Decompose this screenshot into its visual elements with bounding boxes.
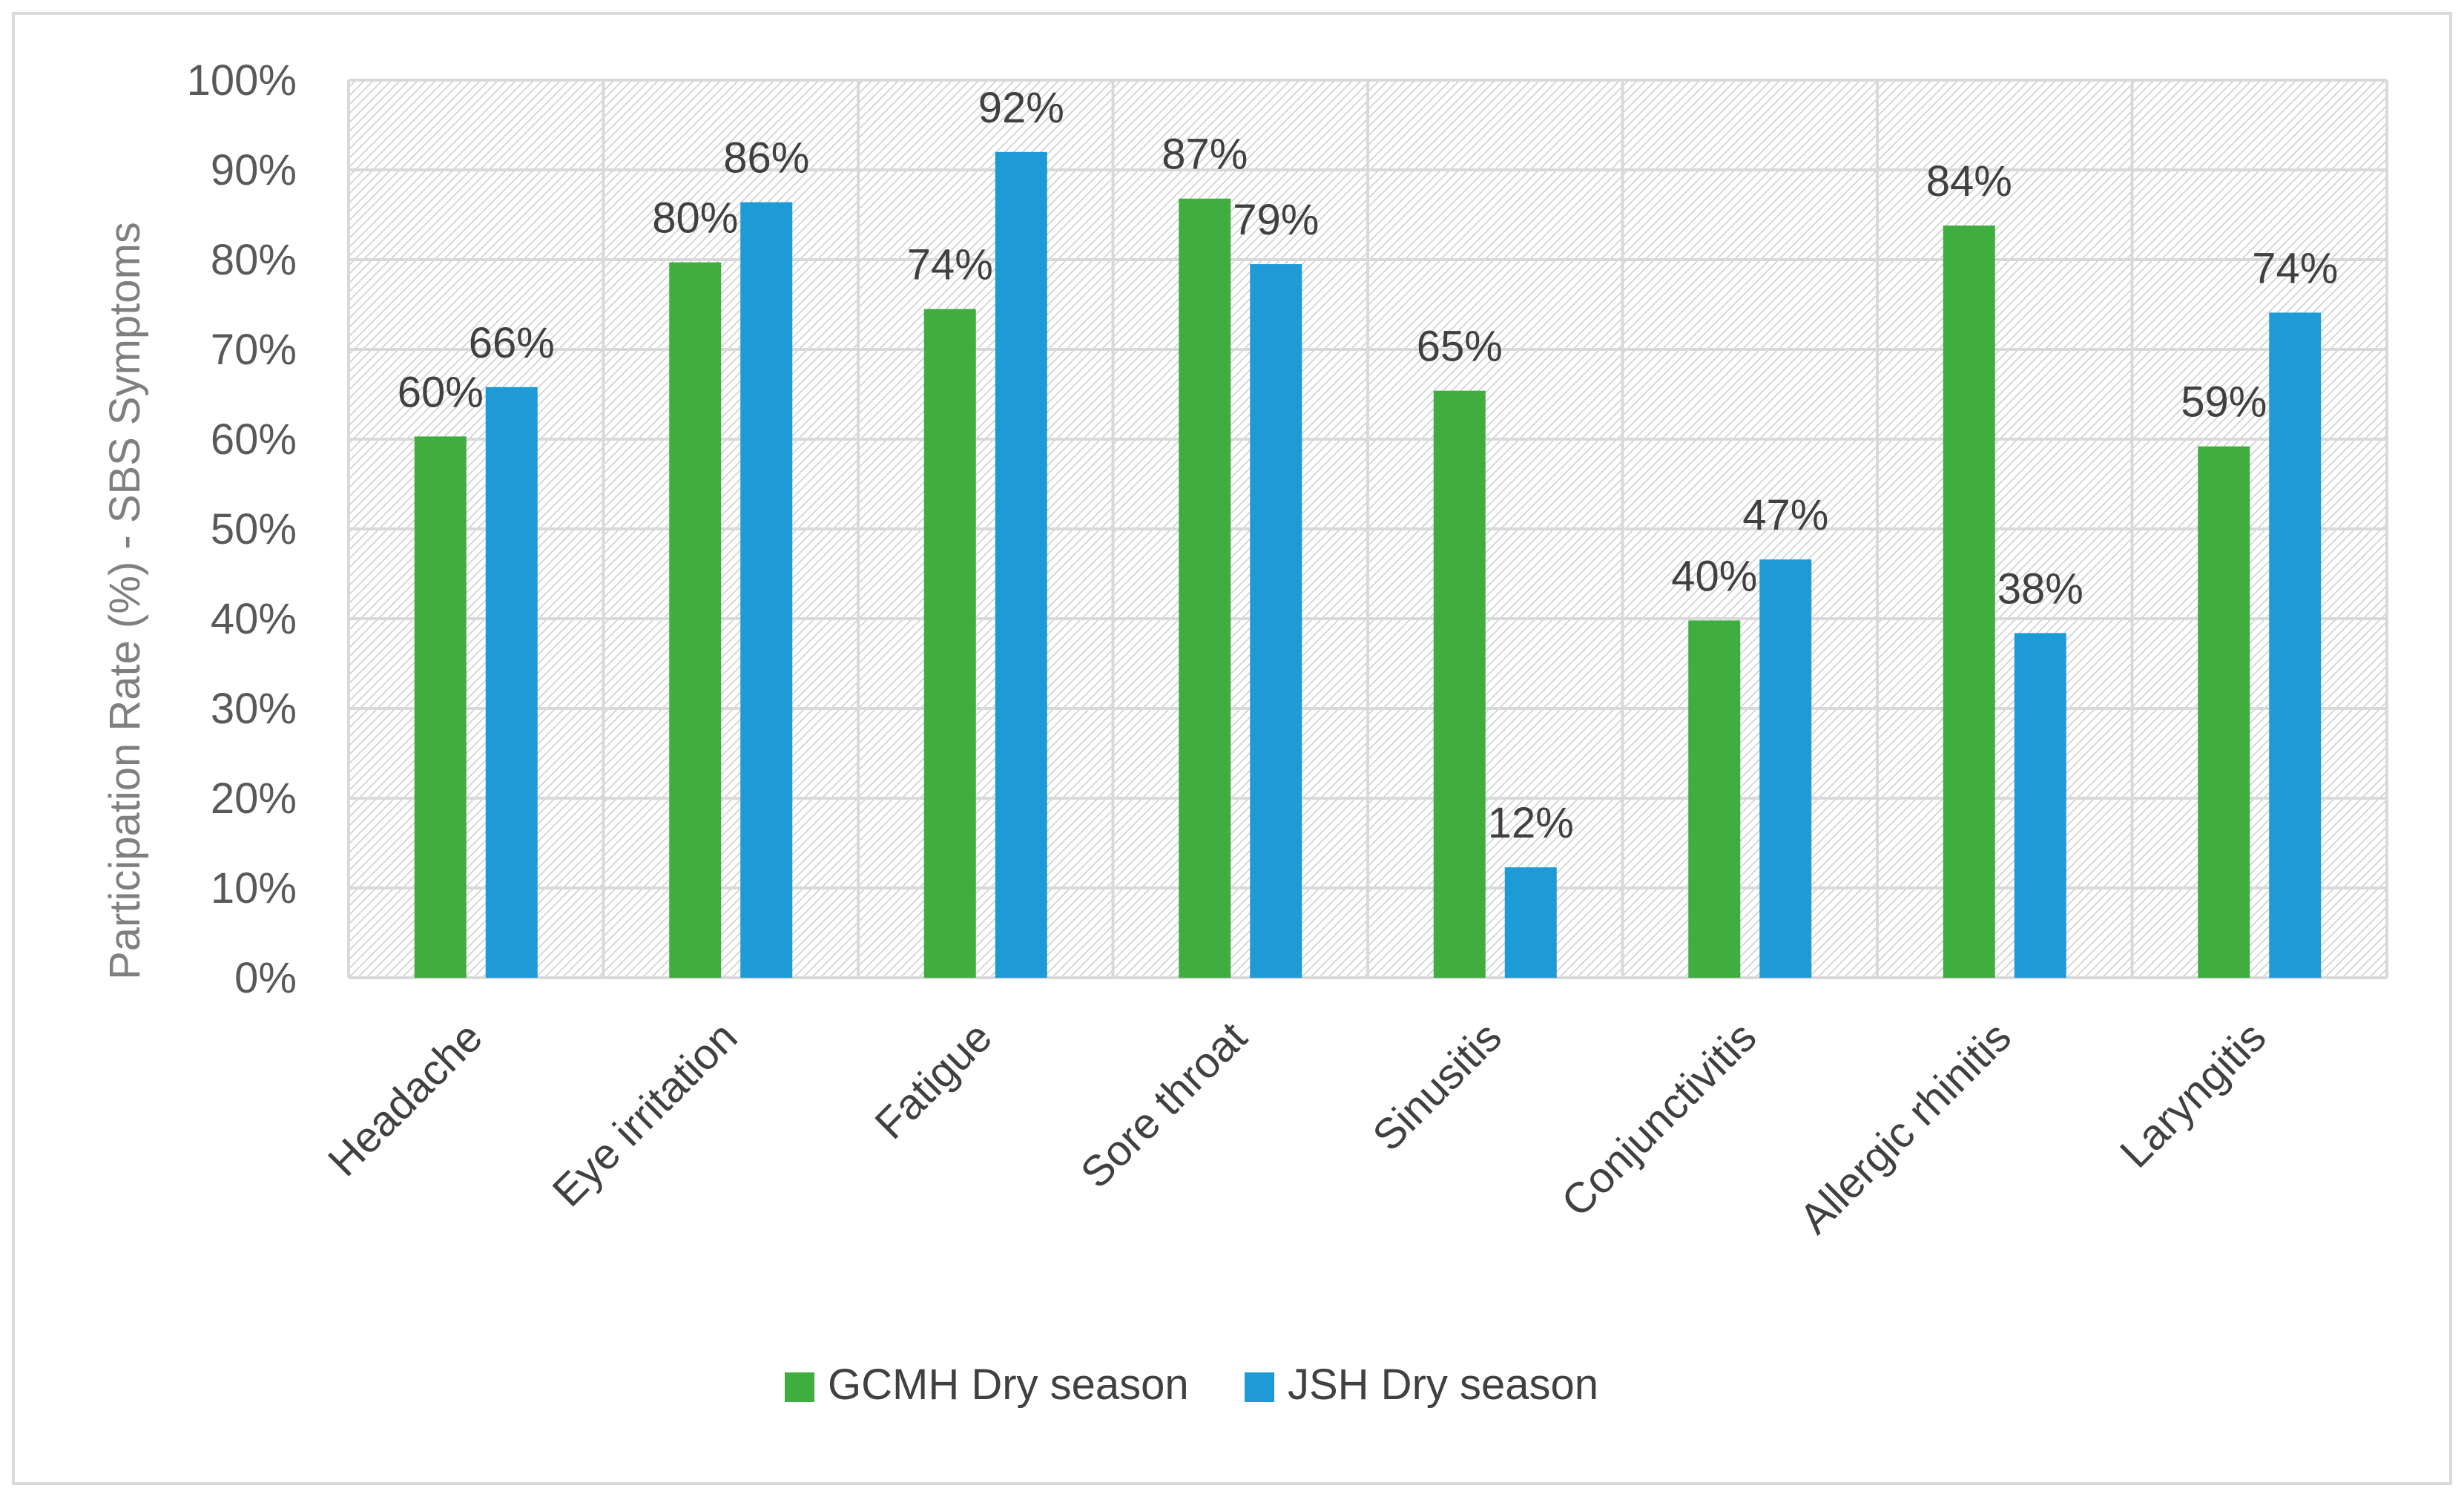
bar-jsh <box>740 202 793 978</box>
y-tick-label: 30% <box>211 685 297 733</box>
y-tick-label: 100% <box>187 56 297 105</box>
y-tick-label: 80% <box>211 236 297 284</box>
bar-gcmh <box>1179 198 1231 978</box>
y-tick-label: 0% <box>234 954 297 1002</box>
bar-gcmh <box>1688 620 1741 978</box>
data-label: 92% <box>978 84 1064 132</box>
y-axis-title: Participation Rate (%) - SBS Symptoms <box>101 222 149 980</box>
data-label: 87% <box>1162 131 1248 179</box>
legend-label: GCMH Dry season <box>828 1361 1189 1409</box>
bar-jsh <box>1759 559 1812 978</box>
y-tick-label: 70% <box>211 326 297 374</box>
bar-jsh <box>1250 264 1302 978</box>
data-label: 66% <box>469 319 555 367</box>
data-label: 74% <box>2252 244 2338 292</box>
bar-gcmh <box>669 262 722 978</box>
data-label: 40% <box>1671 552 1757 600</box>
bar-gcmh <box>1433 390 1486 978</box>
y-tick-label: 10% <box>211 864 297 912</box>
bars <box>414 151 2322 978</box>
y-tick-label: 20% <box>211 774 297 823</box>
legend-swatch <box>785 1372 814 1402</box>
bar-jsh <box>1504 867 1557 978</box>
data-label: 84% <box>1926 157 2012 205</box>
data-label: 74% <box>907 241 993 289</box>
bar-gcmh <box>923 309 976 978</box>
legend: GCMH Dry season JSH Dry season <box>785 1361 1598 1409</box>
y-tick-label: 40% <box>211 595 297 643</box>
y-tick-label: 90% <box>211 146 297 194</box>
bar-jsh <box>995 151 1047 978</box>
data-label: 12% <box>1488 799 1574 847</box>
data-label: 79% <box>1233 196 1319 244</box>
legend-label: JSH Dry season <box>1288 1361 1598 1409</box>
legend-swatch <box>1245 1372 1274 1402</box>
y-tick-label: 50% <box>211 505 297 553</box>
bar-gcmh <box>2198 446 2250 978</box>
data-label: 59% <box>2181 378 2267 427</box>
bar-jsh <box>2014 633 2066 978</box>
y-tick-label: 60% <box>211 415 297 464</box>
bar-jsh <box>2269 312 2322 978</box>
data-label: 60% <box>398 368 484 416</box>
data-label: 47% <box>1742 491 1828 539</box>
data-label: 80% <box>652 194 738 243</box>
data-label: 65% <box>1417 323 1503 371</box>
bar-gcmh <box>1943 226 1995 978</box>
data-label: 38% <box>1997 565 2083 613</box>
bar-jsh <box>485 386 538 978</box>
data-label: 86% <box>723 134 809 182</box>
data-labels: 60% 80% 74% 87% 65% 40% 84% 59% 66% 86% 92% 79% 12% 4… <box>398 84 2339 847</box>
bar-gcmh <box>414 436 467 978</box>
y-axis: 0% 10% 20% 30% 40% 50% 60% 70% 80% 90% 100% <box>187 56 297 1002</box>
